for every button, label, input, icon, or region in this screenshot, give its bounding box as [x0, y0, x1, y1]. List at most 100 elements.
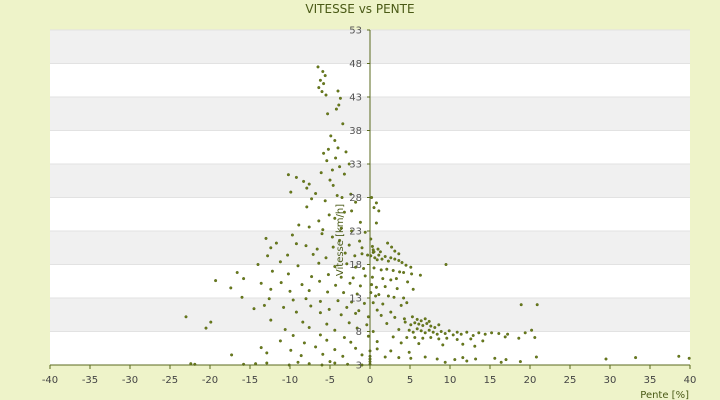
data-point — [385, 267, 389, 271]
data-point — [423, 355, 427, 359]
data-point — [397, 356, 401, 360]
data-point — [328, 360, 332, 364]
data-point — [353, 254, 357, 258]
data-point — [437, 337, 441, 341]
data-point — [371, 330, 375, 334]
data-point — [296, 264, 300, 268]
y-tick-label: 48 — [349, 59, 362, 70]
data-point — [286, 253, 290, 257]
data-point — [269, 246, 273, 250]
data-point — [294, 310, 298, 314]
data-point — [381, 302, 385, 306]
data-point — [339, 226, 343, 230]
data-point — [355, 292, 359, 296]
x-tick-label: -35 — [82, 375, 98, 386]
y-tick-label: 33 — [349, 160, 362, 171]
data-point — [320, 90, 324, 94]
data-point — [318, 333, 322, 337]
y-tick-label: 28 — [349, 193, 362, 204]
data-point — [380, 257, 384, 261]
data-point — [443, 332, 447, 336]
data-point — [499, 360, 503, 364]
data-point — [327, 307, 331, 311]
x-tick-label: -30 — [122, 375, 138, 386]
data-point — [385, 322, 389, 326]
data-point — [267, 297, 271, 301]
data-point — [345, 262, 349, 266]
data-point — [341, 354, 345, 358]
data-point — [342, 172, 346, 176]
data-point — [358, 284, 362, 288]
data-point — [383, 355, 387, 359]
x-tick-label: 0 — [367, 375, 373, 386]
data-point — [325, 338, 329, 342]
data-point — [354, 200, 358, 204]
data-point — [333, 265, 337, 269]
data-point — [419, 329, 423, 333]
data-point — [386, 259, 390, 263]
data-point — [471, 334, 475, 338]
x-axis-label: Pente [%] — [640, 390, 689, 400]
data-point — [383, 285, 387, 289]
x-tick-label: 5 — [407, 375, 413, 386]
data-point — [333, 328, 337, 332]
data-point — [333, 361, 337, 365]
data-point — [354, 265, 358, 269]
data-point — [393, 249, 397, 253]
data-point — [307, 326, 311, 330]
data-point — [474, 357, 478, 361]
data-points — [184, 65, 691, 367]
data-point — [519, 303, 523, 307]
data-point — [283, 328, 287, 332]
data-point — [330, 168, 334, 172]
data-point — [342, 336, 346, 340]
data-point — [404, 263, 408, 267]
data-point — [409, 265, 413, 269]
data-point — [397, 252, 401, 256]
data-point — [443, 360, 447, 364]
data-point — [375, 308, 379, 312]
data-point — [333, 216, 337, 220]
data-point — [278, 260, 282, 264]
data-point — [370, 244, 374, 248]
data-point — [409, 356, 413, 360]
data-point — [423, 331, 427, 335]
data-point — [304, 297, 308, 301]
data-point — [354, 346, 358, 350]
data-point — [677, 354, 681, 358]
data-point — [299, 354, 303, 358]
data-point — [291, 334, 295, 338]
data-point — [279, 281, 283, 285]
data-point — [455, 338, 459, 342]
data-point — [319, 171, 323, 175]
data-point — [375, 258, 379, 262]
data-point — [379, 313, 383, 317]
x-tick-label: 40 — [684, 375, 697, 386]
data-point — [323, 199, 327, 203]
data-point — [372, 206, 376, 210]
data-point — [451, 333, 455, 337]
data-point — [321, 69, 325, 73]
x-tick-label: 10 — [444, 375, 457, 386]
data-point — [329, 134, 333, 138]
data-point — [307, 289, 311, 293]
data-point — [350, 300, 354, 304]
data-point — [266, 254, 270, 258]
data-point — [339, 313, 343, 317]
data-point — [339, 275, 343, 279]
data-point — [350, 209, 354, 213]
data-point — [390, 245, 394, 249]
data-point — [389, 349, 393, 353]
data-point — [338, 165, 342, 169]
x-tick-label: -15 — [242, 375, 258, 386]
data-point — [314, 191, 318, 195]
data-point — [418, 273, 422, 277]
data-point — [274, 241, 278, 245]
data-point — [310, 197, 314, 201]
data-point — [288, 289, 292, 293]
data-point — [338, 238, 342, 242]
data-point — [402, 271, 406, 275]
data-point — [378, 250, 382, 254]
data-point — [317, 86, 321, 90]
